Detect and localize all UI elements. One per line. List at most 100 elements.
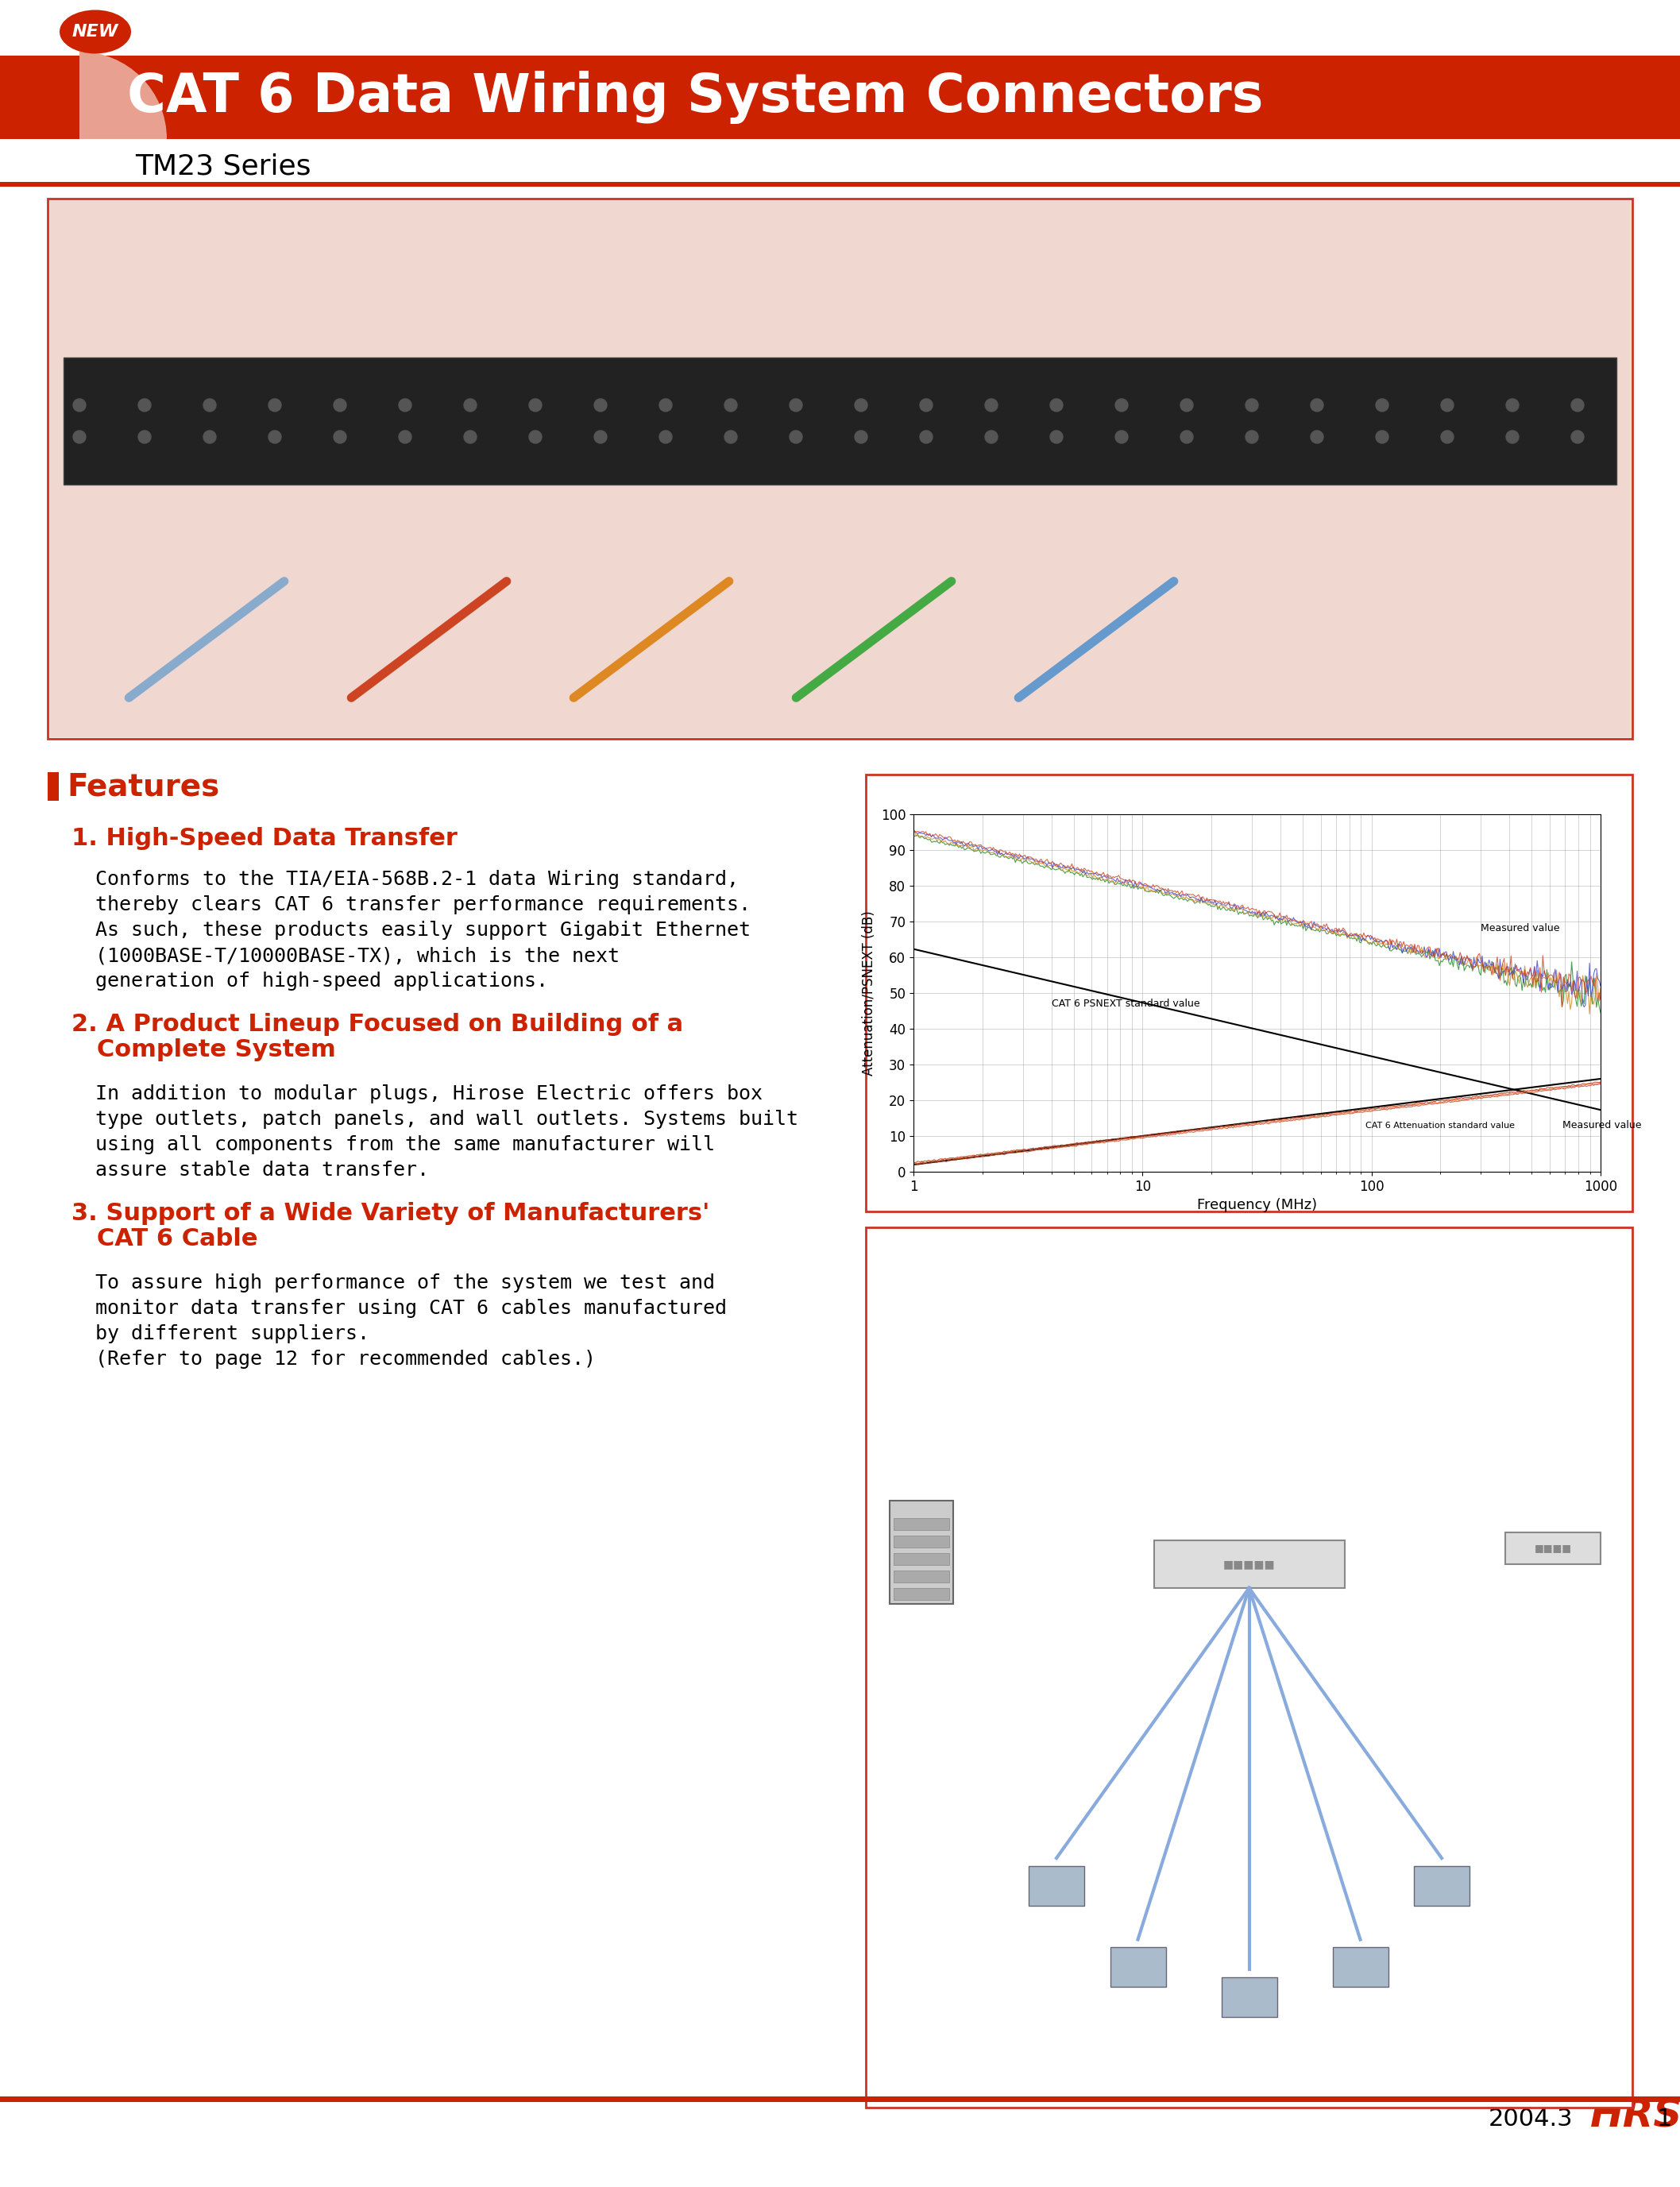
Text: monitor data transfer using CAT 6 cables manufactured: monitor data transfer using CAT 6 cables… [96, 1299, 727, 1319]
Bar [47, 772, 59, 800]
Text: In addition to modular plugs, Hirose Electric offers box: In addition to modular plugs, Hirose Ele… [96, 1085, 763, 1104]
Text: 2. A Product Lineup Focused on Building of a: 2. A Product Lineup Focused on Building … [72, 1013, 684, 1037]
Bar [0, 55, 79, 140]
Circle shape [790, 398, 803, 411]
Bar [894, 1518, 949, 1531]
FancyArrowPatch shape [129, 582, 284, 698]
Circle shape [269, 398, 281, 411]
Bar [1221, 1977, 1277, 2016]
Text: CAT 6 Cable: CAT 6 Cable [72, 1227, 257, 1251]
Bar [865, 1227, 1633, 2108]
Text: Conforms to the TIA/EIA-568B.2-1 data Wiring standard,: Conforms to the TIA/EIA-568B.2-1 data Wi… [96, 870, 739, 888]
Circle shape [269, 431, 281, 444]
Circle shape [398, 398, 412, 411]
FancyArrowPatch shape [351, 582, 507, 698]
Circle shape [1181, 398, 1193, 411]
Circle shape [138, 398, 151, 411]
Circle shape [72, 431, 86, 444]
Bar [49, 201, 1631, 737]
Bar [64, 356, 1616, 486]
Circle shape [529, 398, 541, 411]
Circle shape [1310, 398, 1324, 411]
Text: thereby clears CAT 6 transfer performance requirements.: thereby clears CAT 6 transfer performanc… [96, 894, 751, 914]
Circle shape [72, 398, 86, 411]
Y-axis label: Attenuation/PSNEXT (dB): Attenuation/PSNEXT (dB) [862, 910, 877, 1076]
Bar [1505, 1533, 1601, 1564]
Bar [1415, 1866, 1470, 1905]
Text: generation of high-speed applications.: generation of high-speed applications. [96, 971, 548, 991]
Text: Measured value: Measured value [1562, 1120, 1641, 1131]
Text: CAT 6 Data Wiring System Connectors: CAT 6 Data Wiring System Connectors [128, 70, 1263, 125]
Circle shape [659, 398, 672, 411]
Circle shape [724, 431, 738, 444]
Bar [1332, 1946, 1388, 1988]
Circle shape [595, 431, 606, 444]
Circle shape [1181, 431, 1193, 444]
Text: Complete System: Complete System [72, 1039, 336, 1061]
Circle shape [659, 431, 672, 444]
Text: ■■■■■: ■■■■■ [1223, 1559, 1275, 1570]
Bar [0, 182, 1680, 186]
Circle shape [1505, 431, 1519, 444]
Circle shape [1116, 398, 1127, 411]
Bar [894, 1535, 949, 1548]
Circle shape [1245, 431, 1258, 444]
Bar [1110, 1946, 1166, 1988]
Circle shape [1571, 431, 1584, 444]
FancyArrowPatch shape [573, 582, 729, 698]
Bar [890, 1500, 953, 1603]
Text: To assure high performance of the system we test and: To assure high performance of the system… [96, 1273, 716, 1293]
Circle shape [1310, 431, 1324, 444]
Text: using all components from the same manufacturer will: using all components from the same manuf… [96, 1135, 716, 1155]
Text: Measured value: Measured value [1480, 923, 1559, 934]
Text: 1: 1 [1656, 2108, 1672, 2130]
Circle shape [203, 431, 217, 444]
Text: by different suppliers.: by different suppliers. [96, 1325, 370, 1343]
Circle shape [1441, 398, 1453, 411]
Text: CAT 6 PSNEXT standard value: CAT 6 PSNEXT standard value [1052, 999, 1200, 1008]
Circle shape [529, 431, 541, 444]
Bar [0, 2097, 1680, 2102]
Bar [865, 774, 1633, 1212]
Text: Permanent Link PSACR: Permanent Link PSACR [1136, 787, 1362, 807]
Circle shape [334, 431, 346, 444]
Circle shape [984, 398, 998, 411]
X-axis label: Frequency (MHz): Frequency (MHz) [1196, 1198, 1317, 1212]
Text: 1. High-Speed Data Transfer: 1. High-Speed Data Transfer [72, 827, 457, 849]
Circle shape [1050, 398, 1063, 411]
Circle shape [138, 431, 151, 444]
Circle shape [921, 398, 932, 411]
Text: (1000BASE-T/10000BASE-TX), which is the next: (1000BASE-T/10000BASE-TX), which is the … [96, 947, 620, 964]
Text: ■■■■: ■■■■ [1534, 1544, 1571, 1553]
Circle shape [203, 398, 217, 411]
Circle shape [1571, 398, 1584, 411]
Bar [894, 1588, 949, 1601]
Circle shape [855, 398, 867, 411]
Bar [47, 199, 1633, 739]
Text: HRS: HRS [1589, 2097, 1680, 2135]
Circle shape [1376, 431, 1388, 444]
FancyArrowPatch shape [796, 582, 951, 698]
Text: 3. Support of a Wide Variety of Manufacturers': 3. Support of a Wide Variety of Manufact… [72, 1203, 709, 1225]
Circle shape [334, 398, 346, 411]
Circle shape [984, 431, 998, 444]
Bar [1154, 1540, 1344, 1588]
Circle shape [1376, 398, 1388, 411]
FancyArrowPatch shape [1018, 582, 1174, 698]
Circle shape [464, 431, 477, 444]
Bar [894, 1553, 949, 1566]
Circle shape [1116, 431, 1127, 444]
Text: 2004.3: 2004.3 [1488, 2108, 1572, 2130]
Bar [1028, 1866, 1084, 1905]
Text: assure stable data transfer.: assure stable data transfer. [96, 1161, 428, 1179]
Circle shape [855, 431, 867, 444]
Text: CAT 6 Attenuation standard value: CAT 6 Attenuation standard value [1366, 1122, 1515, 1128]
Bar [0, 55, 1680, 140]
Text: type outlets, patch panels, and wall outlets. Systems built: type outlets, patch panels, and wall out… [96, 1109, 798, 1128]
Wedge shape [79, 52, 166, 140]
Circle shape [724, 398, 738, 411]
Circle shape [790, 431, 803, 444]
Text: NEW: NEW [72, 24, 119, 39]
Text: As such, these products easily support Gigabit Ethernet: As such, these products easily support G… [96, 921, 751, 940]
Circle shape [1505, 398, 1519, 411]
